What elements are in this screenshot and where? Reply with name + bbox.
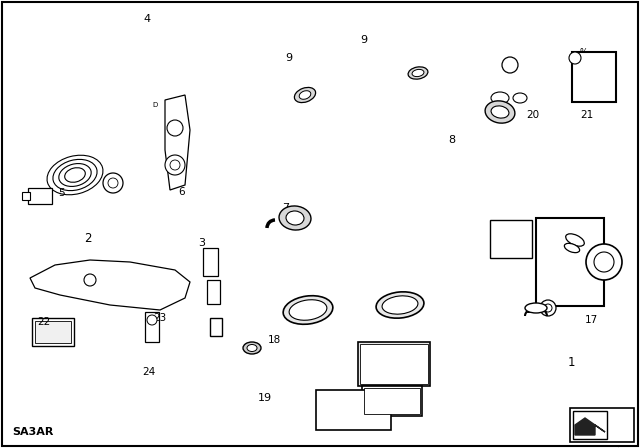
Ellipse shape xyxy=(382,296,418,314)
Circle shape xyxy=(586,244,622,280)
Text: 20: 20 xyxy=(526,110,539,120)
Circle shape xyxy=(594,252,614,272)
Text: 12: 12 xyxy=(568,253,582,263)
Text: 00184626: 00184626 xyxy=(580,427,622,436)
Bar xyxy=(207,280,220,304)
Text: 11: 11 xyxy=(583,277,596,287)
Text: 15: 15 xyxy=(590,295,604,305)
Bar xyxy=(573,411,607,439)
Ellipse shape xyxy=(286,211,304,225)
Bar xyxy=(360,344,428,384)
Text: 18: 18 xyxy=(268,335,281,345)
Text: 3: 3 xyxy=(198,238,205,248)
Bar xyxy=(203,248,218,276)
Ellipse shape xyxy=(59,164,91,186)
Ellipse shape xyxy=(525,303,547,313)
Ellipse shape xyxy=(513,93,527,103)
Ellipse shape xyxy=(376,292,424,318)
Text: 19: 19 xyxy=(258,393,272,403)
Text: 9: 9 xyxy=(285,53,292,63)
Polygon shape xyxy=(165,95,190,190)
Circle shape xyxy=(540,300,556,316)
Text: 8: 8 xyxy=(448,135,455,145)
Text: D: D xyxy=(152,102,157,108)
Bar xyxy=(145,312,159,342)
Text: 16: 16 xyxy=(345,397,359,407)
Bar xyxy=(210,318,222,336)
Ellipse shape xyxy=(247,345,257,352)
Ellipse shape xyxy=(47,155,103,195)
Circle shape xyxy=(147,315,157,325)
Bar xyxy=(316,390,391,430)
Text: 4: 4 xyxy=(143,14,150,24)
Bar xyxy=(28,188,52,204)
Text: 6: 6 xyxy=(178,187,184,197)
Text: 17: 17 xyxy=(585,315,598,325)
Ellipse shape xyxy=(53,159,97,190)
Polygon shape xyxy=(30,260,190,310)
Ellipse shape xyxy=(283,296,333,324)
Text: 14: 14 xyxy=(383,387,397,397)
Text: SA3AR: SA3AR xyxy=(12,427,53,437)
Circle shape xyxy=(103,173,123,193)
Circle shape xyxy=(108,178,118,188)
Ellipse shape xyxy=(65,168,85,182)
Text: 2: 2 xyxy=(84,232,92,245)
Text: %: % xyxy=(580,47,588,56)
Text: 21: 21 xyxy=(580,110,593,120)
Circle shape xyxy=(544,304,552,312)
Ellipse shape xyxy=(564,243,580,253)
Ellipse shape xyxy=(491,92,509,104)
Ellipse shape xyxy=(412,69,424,77)
Ellipse shape xyxy=(279,206,311,230)
Bar xyxy=(570,408,634,442)
Text: 1: 1 xyxy=(568,356,575,369)
Text: 7: 7 xyxy=(282,203,289,213)
Text: 13: 13 xyxy=(415,343,429,353)
Bar xyxy=(358,342,430,386)
Ellipse shape xyxy=(566,234,584,246)
Text: 24: 24 xyxy=(142,367,156,377)
Ellipse shape xyxy=(485,101,515,123)
Text: 5: 5 xyxy=(58,188,65,198)
Circle shape xyxy=(84,274,96,286)
Ellipse shape xyxy=(491,106,509,118)
Bar xyxy=(32,318,74,346)
Circle shape xyxy=(170,160,180,170)
Circle shape xyxy=(502,57,518,73)
Polygon shape xyxy=(575,418,605,435)
Bar xyxy=(35,321,71,343)
Bar xyxy=(572,52,616,102)
Ellipse shape xyxy=(299,90,311,99)
Bar xyxy=(22,192,30,200)
Bar xyxy=(362,386,422,416)
Ellipse shape xyxy=(243,342,261,354)
Ellipse shape xyxy=(289,300,327,320)
Text: i: i xyxy=(590,78,598,98)
Text: 23: 23 xyxy=(153,313,166,323)
Bar xyxy=(364,388,420,414)
Bar xyxy=(490,220,532,258)
Ellipse shape xyxy=(294,87,316,103)
Ellipse shape xyxy=(408,67,428,79)
Text: 9: 9 xyxy=(360,35,367,45)
Text: 22: 22 xyxy=(37,317,51,327)
Circle shape xyxy=(569,52,581,64)
Bar xyxy=(536,218,604,306)
Circle shape xyxy=(165,155,185,175)
Circle shape xyxy=(167,120,183,136)
Text: 10: 10 xyxy=(525,305,539,315)
